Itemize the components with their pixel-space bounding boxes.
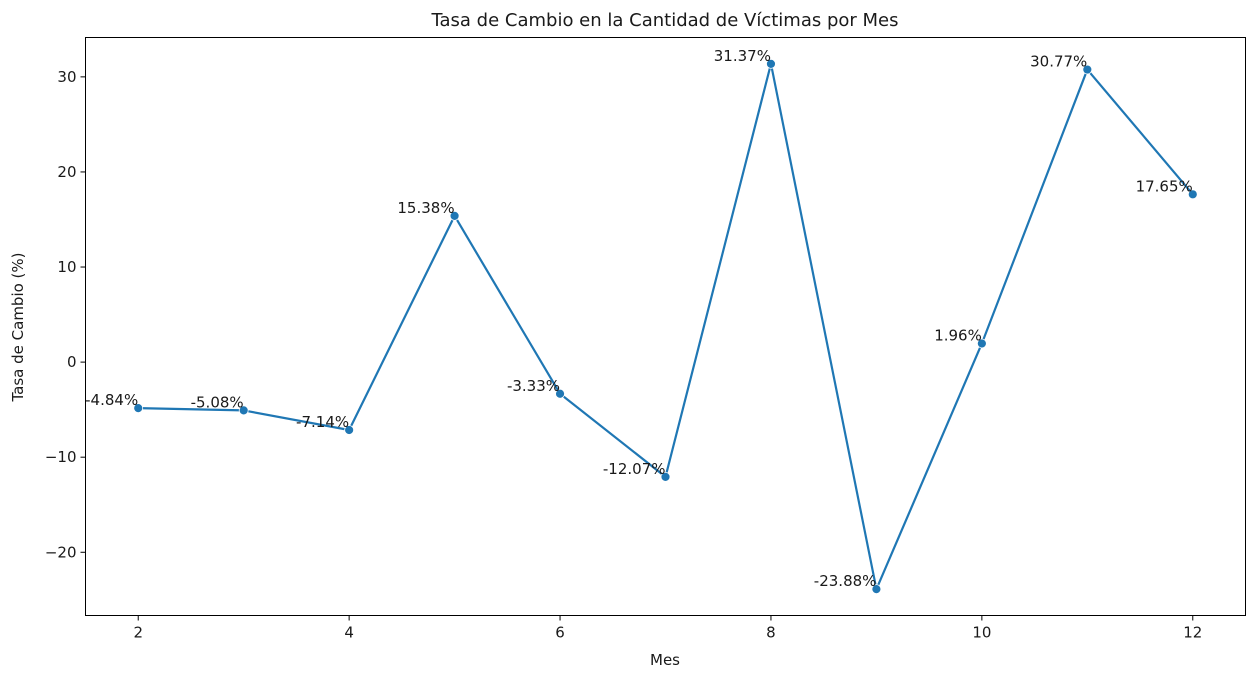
- data-label: 31.37%: [714, 47, 771, 65]
- y-tick-label: −20: [45, 543, 77, 561]
- data-point: [449, 210, 460, 221]
- data-label: 1.96%: [934, 326, 982, 344]
- data-label: -23.88%: [814, 572, 877, 590]
- series-line: [138, 62, 1194, 591]
- data-label: -12.07%: [603, 460, 666, 478]
- y-axis-ticks: −20 −10 0 10 20 30: [45, 68, 86, 561]
- y-tick-label: 10: [57, 258, 76, 276]
- y-tick-label: 0: [67, 353, 77, 371]
- x-tick-label: 6: [555, 624, 565, 642]
- data-point: [766, 58, 776, 69]
- series-layer: [133, 58, 1198, 595]
- data-label: -3.33%: [507, 377, 560, 395]
- data-label: 30.77%: [1030, 53, 1087, 71]
- chart-title: Tasa de Cambio en la Cantidad de Víctima…: [430, 10, 898, 31]
- y-tick-label: 30: [57, 68, 76, 86]
- data-point: [660, 471, 671, 482]
- data-point: [238, 405, 249, 416]
- x-axis-ticks: 2 4 6 8 10 12: [133, 615, 1202, 642]
- data-label: -7.14%: [296, 413, 349, 431]
- y-tick-label: 20: [57, 163, 76, 181]
- data-label: 17.65%: [1136, 177, 1193, 195]
- plot-area-frame: [85, 37, 1246, 616]
- data-label: 15.38%: [397, 199, 454, 217]
- data-point: [976, 338, 987, 349]
- x-tick-label: 4: [344, 624, 354, 642]
- data-point: [1082, 64, 1093, 75]
- data-point: [344, 425, 355, 435]
- data-point: [871, 584, 882, 595]
- x-tick-label: 2: [133, 624, 143, 642]
- data-point: [133, 403, 144, 414]
- x-axis-label: Mes: [650, 651, 680, 669]
- x-tick-label: 8: [766, 624, 776, 642]
- y-axis-label: Tasa de Cambio (%): [9, 252, 27, 402]
- x-tick-label: 10: [972, 624, 991, 642]
- data-point: [555, 388, 565, 399]
- x-tick-label: 12: [1183, 624, 1202, 642]
- y-tick-label: −10: [45, 448, 77, 466]
- data-point: [1187, 189, 1198, 200]
- data-label: -4.84%: [85, 391, 138, 409]
- data-label: -5.08%: [191, 393, 244, 411]
- data-labels-layer: -4.84% -5.08% -7.14% 15.38% -3.33% -12.07% 31.…: [85, 47, 1193, 590]
